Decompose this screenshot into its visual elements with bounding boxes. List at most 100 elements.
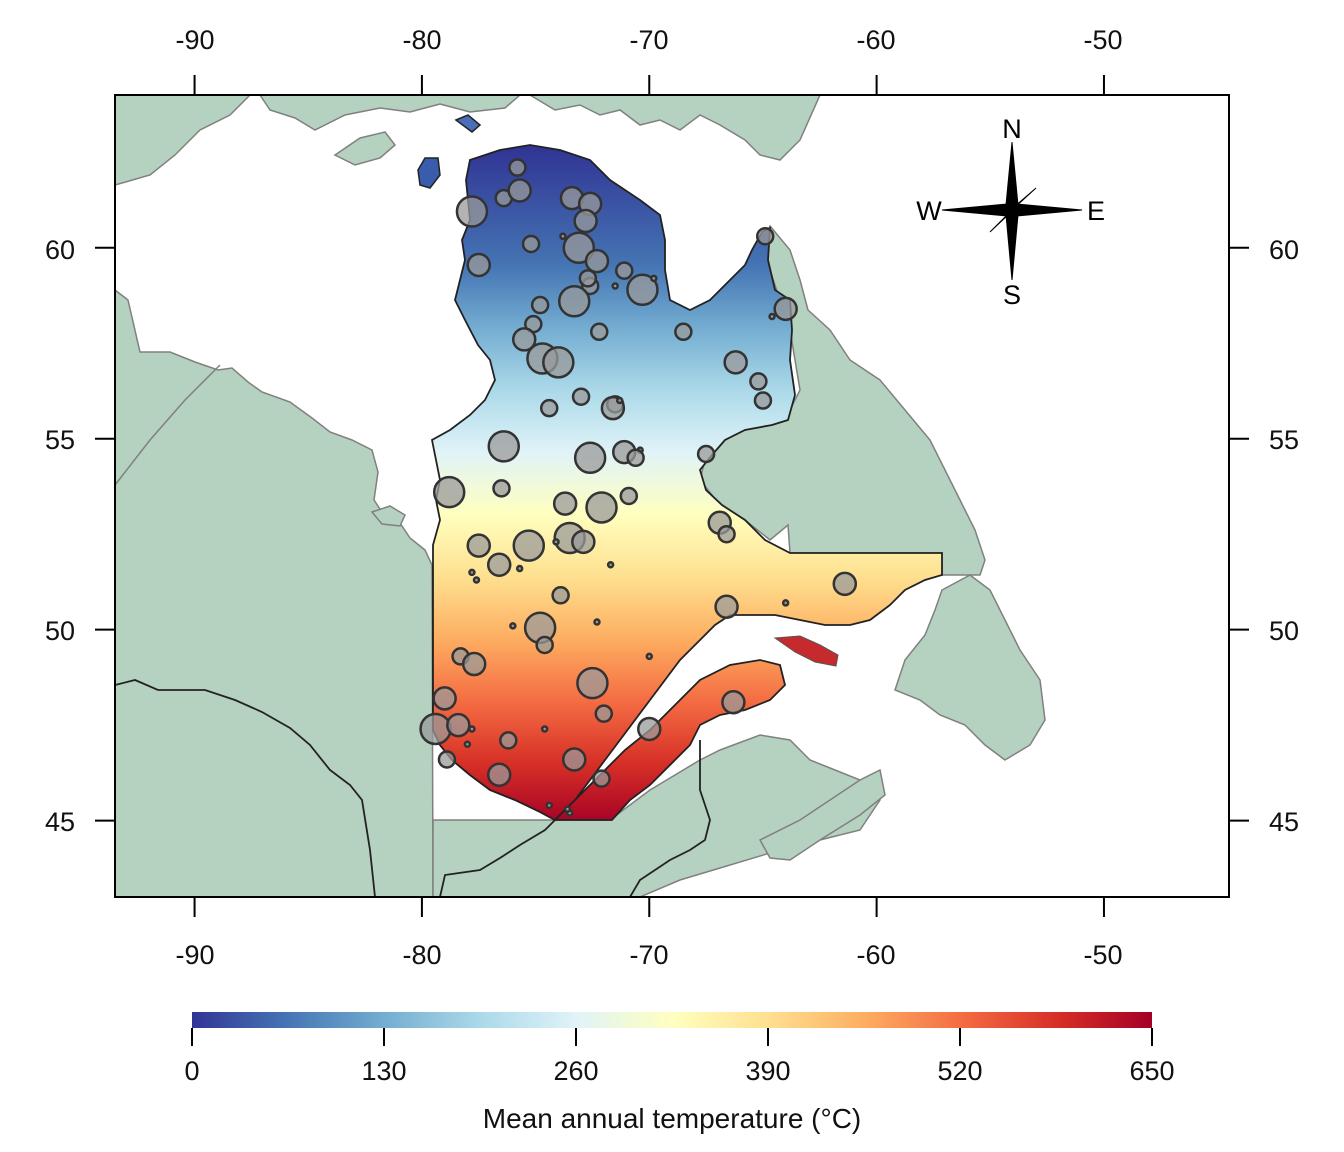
station-marker (594, 704, 614, 723)
legend-tick-label: 390 (745, 1056, 790, 1086)
station-marker (593, 618, 601, 626)
legend-colorbar (192, 1012, 1152, 1028)
left-lat-tick-label: 45 (45, 807, 75, 837)
right-lat-tick-label: 50 (1269, 616, 1299, 646)
station-marker (721, 689, 746, 715)
border-nb (629, 740, 711, 897)
top-lon-tick-label: -50 (1083, 25, 1122, 55)
station-marker (626, 273, 659, 307)
island-hudson-strait (417, 157, 441, 189)
station-marker (508, 158, 527, 177)
top-lon-tick-label: -90 (175, 25, 214, 55)
station-marker (463, 740, 472, 748)
station-marker (573, 208, 598, 234)
quebec-temperature-raster (430, 144, 943, 822)
station-marker (584, 248, 610, 274)
station-marker (530, 295, 550, 315)
station-marker (542, 346, 575, 379)
station-marker (650, 274, 658, 283)
bottom-lon-tick-label: -60 (856, 940, 895, 970)
station-marker (723, 350, 748, 375)
station-marker (455, 195, 489, 228)
land-nw-coast (115, 95, 252, 186)
station-marker (486, 552, 512, 577)
station-marker (606, 560, 615, 569)
station-markers (419, 158, 858, 817)
station-marker (773, 296, 798, 322)
compass-west-label: W (916, 196, 942, 226)
station-marker (637, 716, 662, 742)
bottom-lon-tick-label: -80 (402, 940, 441, 970)
station-marker (832, 571, 858, 597)
station-marker (472, 576, 481, 584)
right-lat-tick-label: 55 (1269, 425, 1299, 455)
legend-tick-label: 650 (1129, 1056, 1174, 1086)
land-ontario (115, 289, 434, 897)
station-marker (573, 441, 607, 475)
station-marker (674, 322, 693, 342)
color-legend: 0 130 260 390 520 650 Mean annual temper… (184, 1012, 1175, 1134)
station-marker (466, 533, 492, 558)
station-marker (432, 475, 466, 509)
station-marker (578, 269, 598, 288)
station-marker (468, 568, 476, 577)
station-marker (499, 731, 518, 750)
station-marker (696, 444, 716, 464)
station-marker (571, 387, 591, 406)
axis-ticks (95, 75, 1249, 917)
bottom-lon-tick-label: -50 (1083, 940, 1122, 970)
station-marker (492, 479, 511, 498)
station-marker (540, 725, 549, 733)
station-marker (446, 712, 471, 738)
land-baffin (528, 95, 821, 161)
station-marker (559, 232, 567, 241)
station-marker (589, 322, 609, 342)
station-marker (466, 252, 492, 278)
land-baffin-north (259, 95, 522, 131)
station-marker (419, 712, 452, 746)
land-anticosti (773, 635, 839, 667)
station-marker (521, 234, 541, 254)
station-marker (592, 769, 611, 788)
compass-east-label: E (1087, 196, 1105, 226)
station-marker (781, 599, 790, 607)
bottom-lon-tick-label: -70 (629, 940, 668, 970)
compass-rose: N S E W (916, 114, 1105, 310)
compass-north-label: N (1002, 114, 1022, 144)
border-maine (439, 819, 556, 897)
left-lat-tick-label: 55 (45, 425, 75, 455)
legend-tick-label: 520 (937, 1056, 982, 1086)
station-marker (545, 801, 553, 810)
station-marker (626, 448, 645, 468)
top-lon-tick-label: -80 (402, 25, 441, 55)
station-marker (468, 725, 476, 733)
border-ontario-land (115, 364, 221, 486)
station-marker (551, 586, 570, 605)
compass-needle-sw (989, 209, 1013, 233)
map-frame (114, 94, 1230, 898)
station-marker (571, 529, 596, 555)
station-marker (539, 398, 559, 418)
station-marker (432, 686, 457, 711)
island-akpatok (454, 114, 482, 133)
station-marker (512, 529, 546, 562)
right-lat-tick-label: 45 (1269, 807, 1299, 837)
station-marker (511, 327, 537, 352)
station-marker (487, 430, 521, 463)
station-marker (507, 178, 532, 203)
left-lat-tick-label: 50 (45, 616, 75, 646)
land-newfoundland (894, 574, 1046, 761)
station-marker (437, 750, 457, 769)
top-lon-tick-label: -60 (856, 25, 895, 55)
legend-ticks (191, 1028, 1153, 1046)
station-marker (461, 651, 487, 677)
compass-needle-ne (1011, 187, 1037, 211)
station-marker (615, 396, 624, 405)
legend-tick-label: 0 (184, 1056, 199, 1086)
land-labrador (699, 224, 986, 576)
station-marker (714, 594, 739, 620)
station-marker (561, 747, 587, 772)
station-marker (515, 564, 524, 573)
land-south (432, 734, 881, 897)
station-marker (557, 284, 591, 318)
